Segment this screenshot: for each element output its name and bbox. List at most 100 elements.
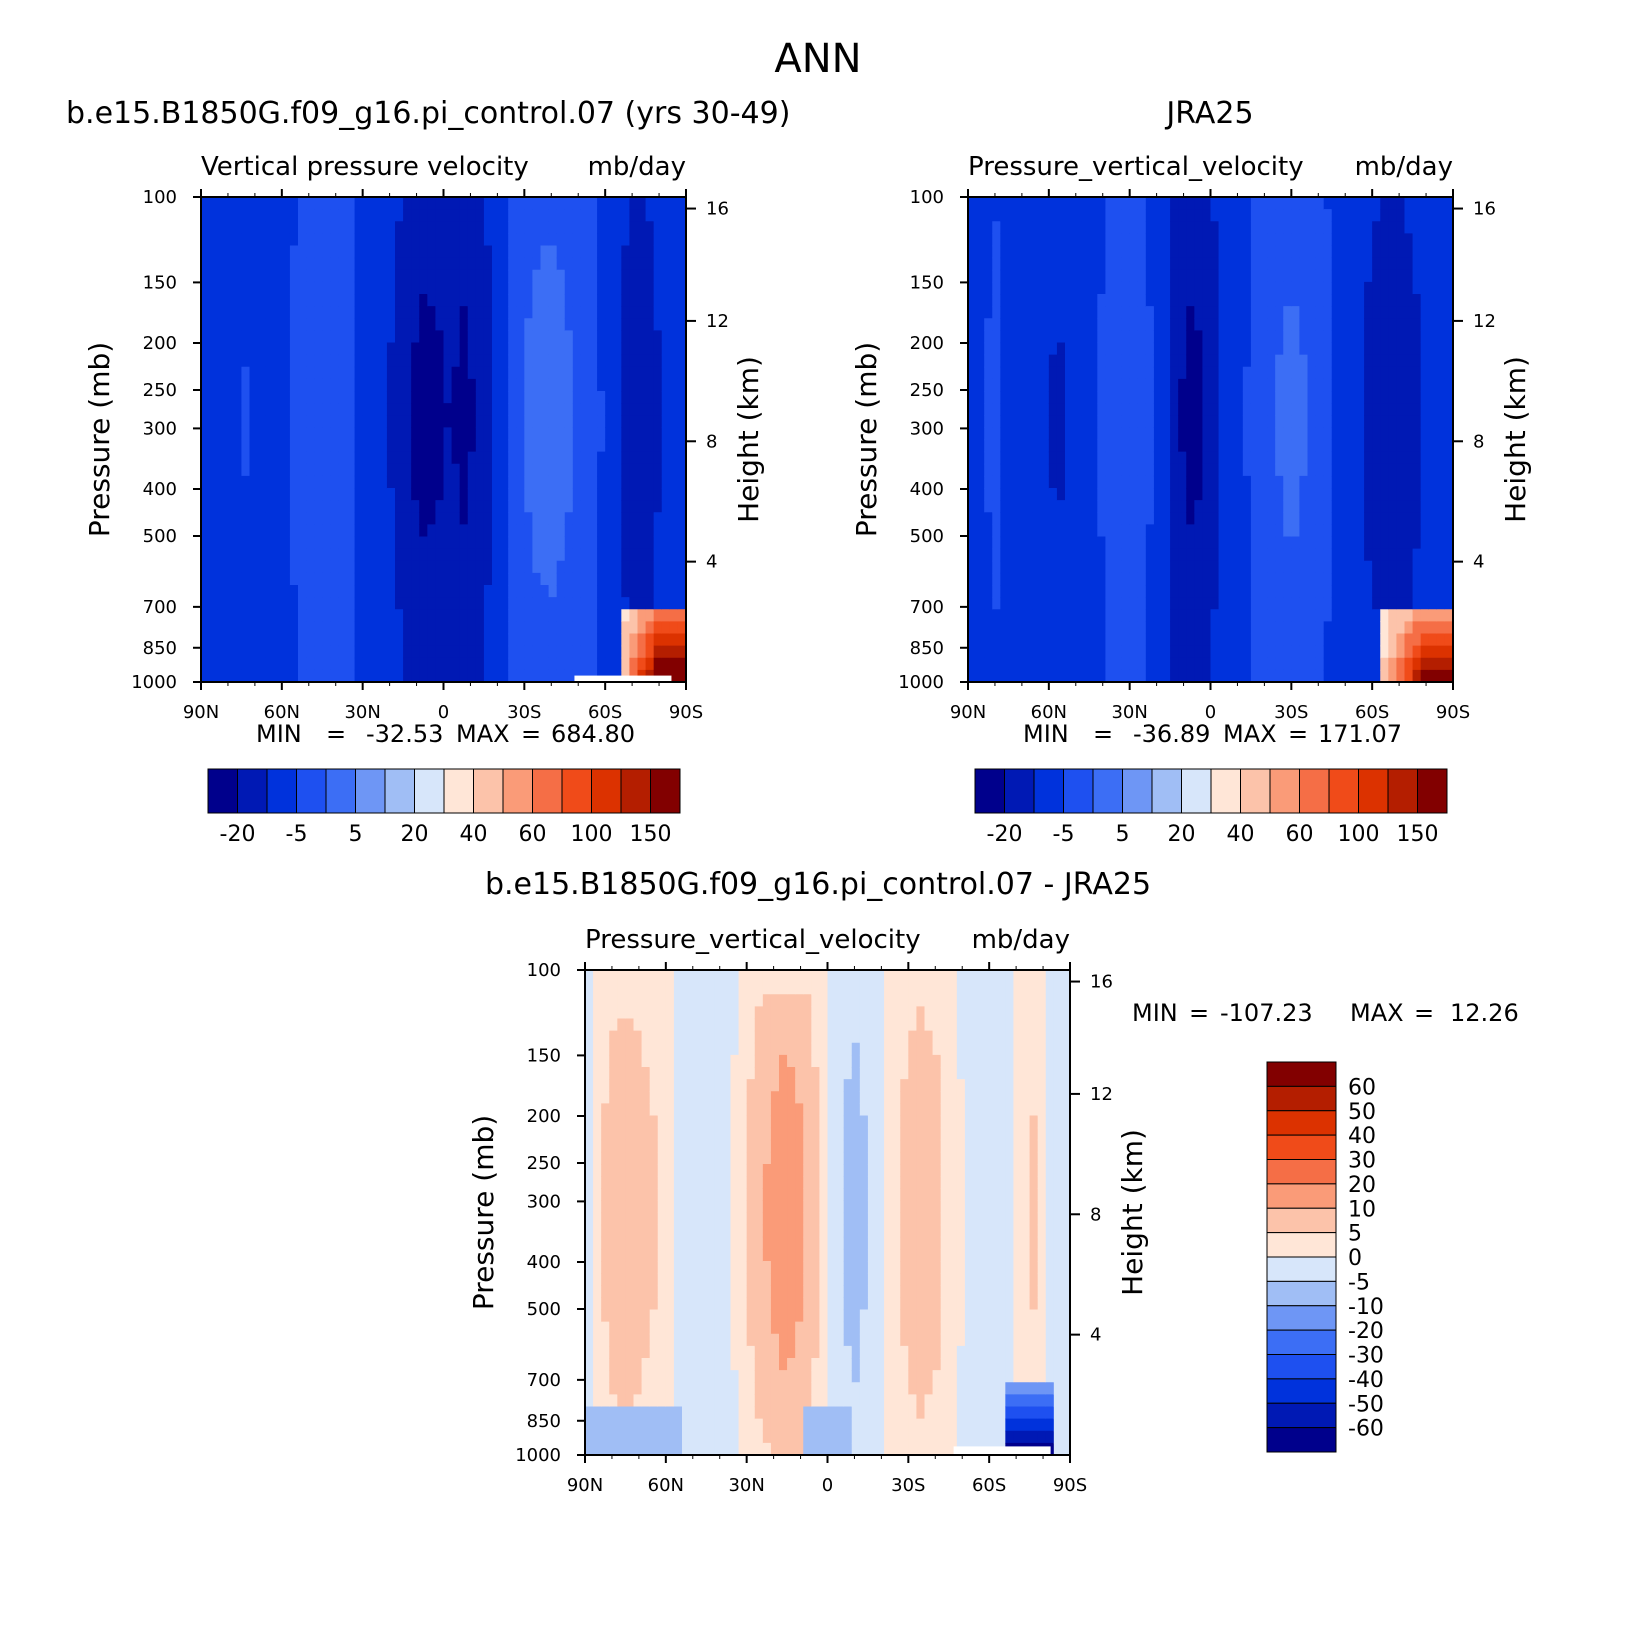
heatmap-cell [580, 500, 590, 513]
heatmap-cell [249, 245, 259, 259]
heatmap-cell [548, 354, 558, 368]
heatmap-cell [1299, 585, 1309, 598]
heatmap-cell [572, 427, 582, 441]
heatmap-cell [572, 354, 582, 368]
heatmap-cell [1089, 257, 1098, 271]
heatmap-cell [1291, 451, 1301, 465]
heatmap-cell [669, 281, 679, 295]
heatmap-cell [516, 633, 525, 647]
heatmap-cell [1436, 209, 1446, 222]
heatmap-cell [1105, 633, 1115, 647]
heatmap-cell [613, 342, 622, 356]
heatmap-cell [443, 488, 453, 501]
heatmap-cell [483, 281, 493, 295]
heatmap-cell [1428, 209, 1438, 222]
heatmap-cell [427, 621, 437, 635]
heatmap-cell [403, 500, 412, 513]
heatmap-cell [524, 342, 534, 356]
heatmap-cell [217, 391, 226, 404]
heatmap-cell [1234, 524, 1244, 538]
heatmap-cell [1259, 281, 1268, 295]
heatmap-cell [1315, 197, 1325, 210]
heatmap-cell [338, 657, 348, 671]
heatmap-cell [984, 306, 993, 319]
heatmap-cell [1428, 221, 1438, 234]
heatmap-cell [1073, 597, 1082, 610]
heatmap-cell [661, 488, 671, 501]
heatmap-cell [1283, 488, 1292, 501]
heatmap-cell [500, 209, 509, 222]
heatmap-cell [1299, 645, 1309, 659]
heatmap-cell [661, 269, 671, 283]
heatmap-cell [1073, 257, 1082, 271]
heatmap-cell [1153, 306, 1163, 319]
heatmap-cell [435, 488, 445, 501]
heatmap-cell [653, 633, 663, 647]
heatmap-cell [1032, 439, 1042, 453]
heatmap-cell [556, 318, 566, 331]
heatmap-cell [1291, 318, 1301, 331]
heatmap-cell [346, 245, 356, 259]
heatmap-cell [233, 524, 243, 538]
heatmap-cell [1202, 548, 1212, 562]
heatmap-cell [281, 415, 291, 428]
heatmap-cell [1444, 560, 1454, 574]
heatmap-cell [1234, 451, 1244, 465]
heatmap-cell [1267, 427, 1276, 441]
heatmap-cell [677, 342, 687, 356]
heatmap-cell [249, 342, 259, 356]
heatmap-cell [1008, 536, 1018, 550]
heatmap-cell [1420, 342, 1430, 356]
heatmap-cell [419, 657, 428, 671]
heatmap-cell [580, 245, 590, 259]
heatmap-cell [1331, 366, 1341, 380]
heatmap-cell [1226, 657, 1236, 671]
heatmap-cell [354, 281, 364, 295]
heatmap-cell [1307, 548, 1317, 562]
heatmap-cell [1121, 233, 1131, 247]
heatmap-cell [1275, 609, 1284, 622]
heatmap-cell [1331, 488, 1341, 501]
heatmap-cell [1081, 548, 1090, 562]
heatmap-cell [621, 488, 631, 501]
heatmap-cell [217, 669, 226, 683]
heatmap-cell [992, 306, 1001, 319]
heatmap-cell [443, 560, 453, 574]
heatmap-cell [1420, 269, 1430, 283]
heatmap-cell [1307, 524, 1317, 538]
heatmap-cell [968, 536, 977, 550]
heatmap-cell [427, 233, 437, 247]
heatmap-cell [1364, 330, 1373, 344]
heatmap-cell [1081, 427, 1090, 441]
heatmap-cell [637, 330, 647, 344]
heatmap-cell [564, 609, 574, 622]
heatmap-cell [443, 597, 453, 610]
heatmap-cell [556, 463, 566, 477]
heatmap-cell [1105, 269, 1115, 283]
heatmap-cell [1065, 536, 1074, 550]
heatmap-cell [1218, 597, 1228, 610]
heatmap-cell [1097, 342, 1107, 356]
heatmap-cell [1145, 585, 1155, 598]
heatmap-cell [1436, 621, 1446, 635]
heatmap-cell [201, 197, 210, 210]
heatmap-cell [1162, 669, 1171, 683]
heatmap-cell [483, 451, 493, 465]
colorbar-label: 40 [460, 822, 488, 847]
heatmap-cell [1380, 197, 1389, 210]
heatmap-cell [1250, 645, 1260, 659]
heatmap-cell [1218, 221, 1228, 234]
heatmap-cell [1178, 536, 1187, 550]
heatmap-cell [281, 294, 291, 307]
heatmap-cell [613, 609, 622, 622]
heatmap-cell [233, 221, 243, 234]
heatmap-cell [1089, 269, 1098, 283]
heatmap-cell [556, 633, 566, 647]
heatmap-cell [1170, 585, 1179, 598]
heatmap-cell [403, 475, 412, 489]
heatmap-cell [1153, 463, 1163, 477]
heatmap-cell [524, 633, 534, 647]
heatmap-cell [1307, 475, 1317, 489]
heatmap-cell [1202, 621, 1212, 635]
heatmap-cell [1218, 378, 1228, 392]
